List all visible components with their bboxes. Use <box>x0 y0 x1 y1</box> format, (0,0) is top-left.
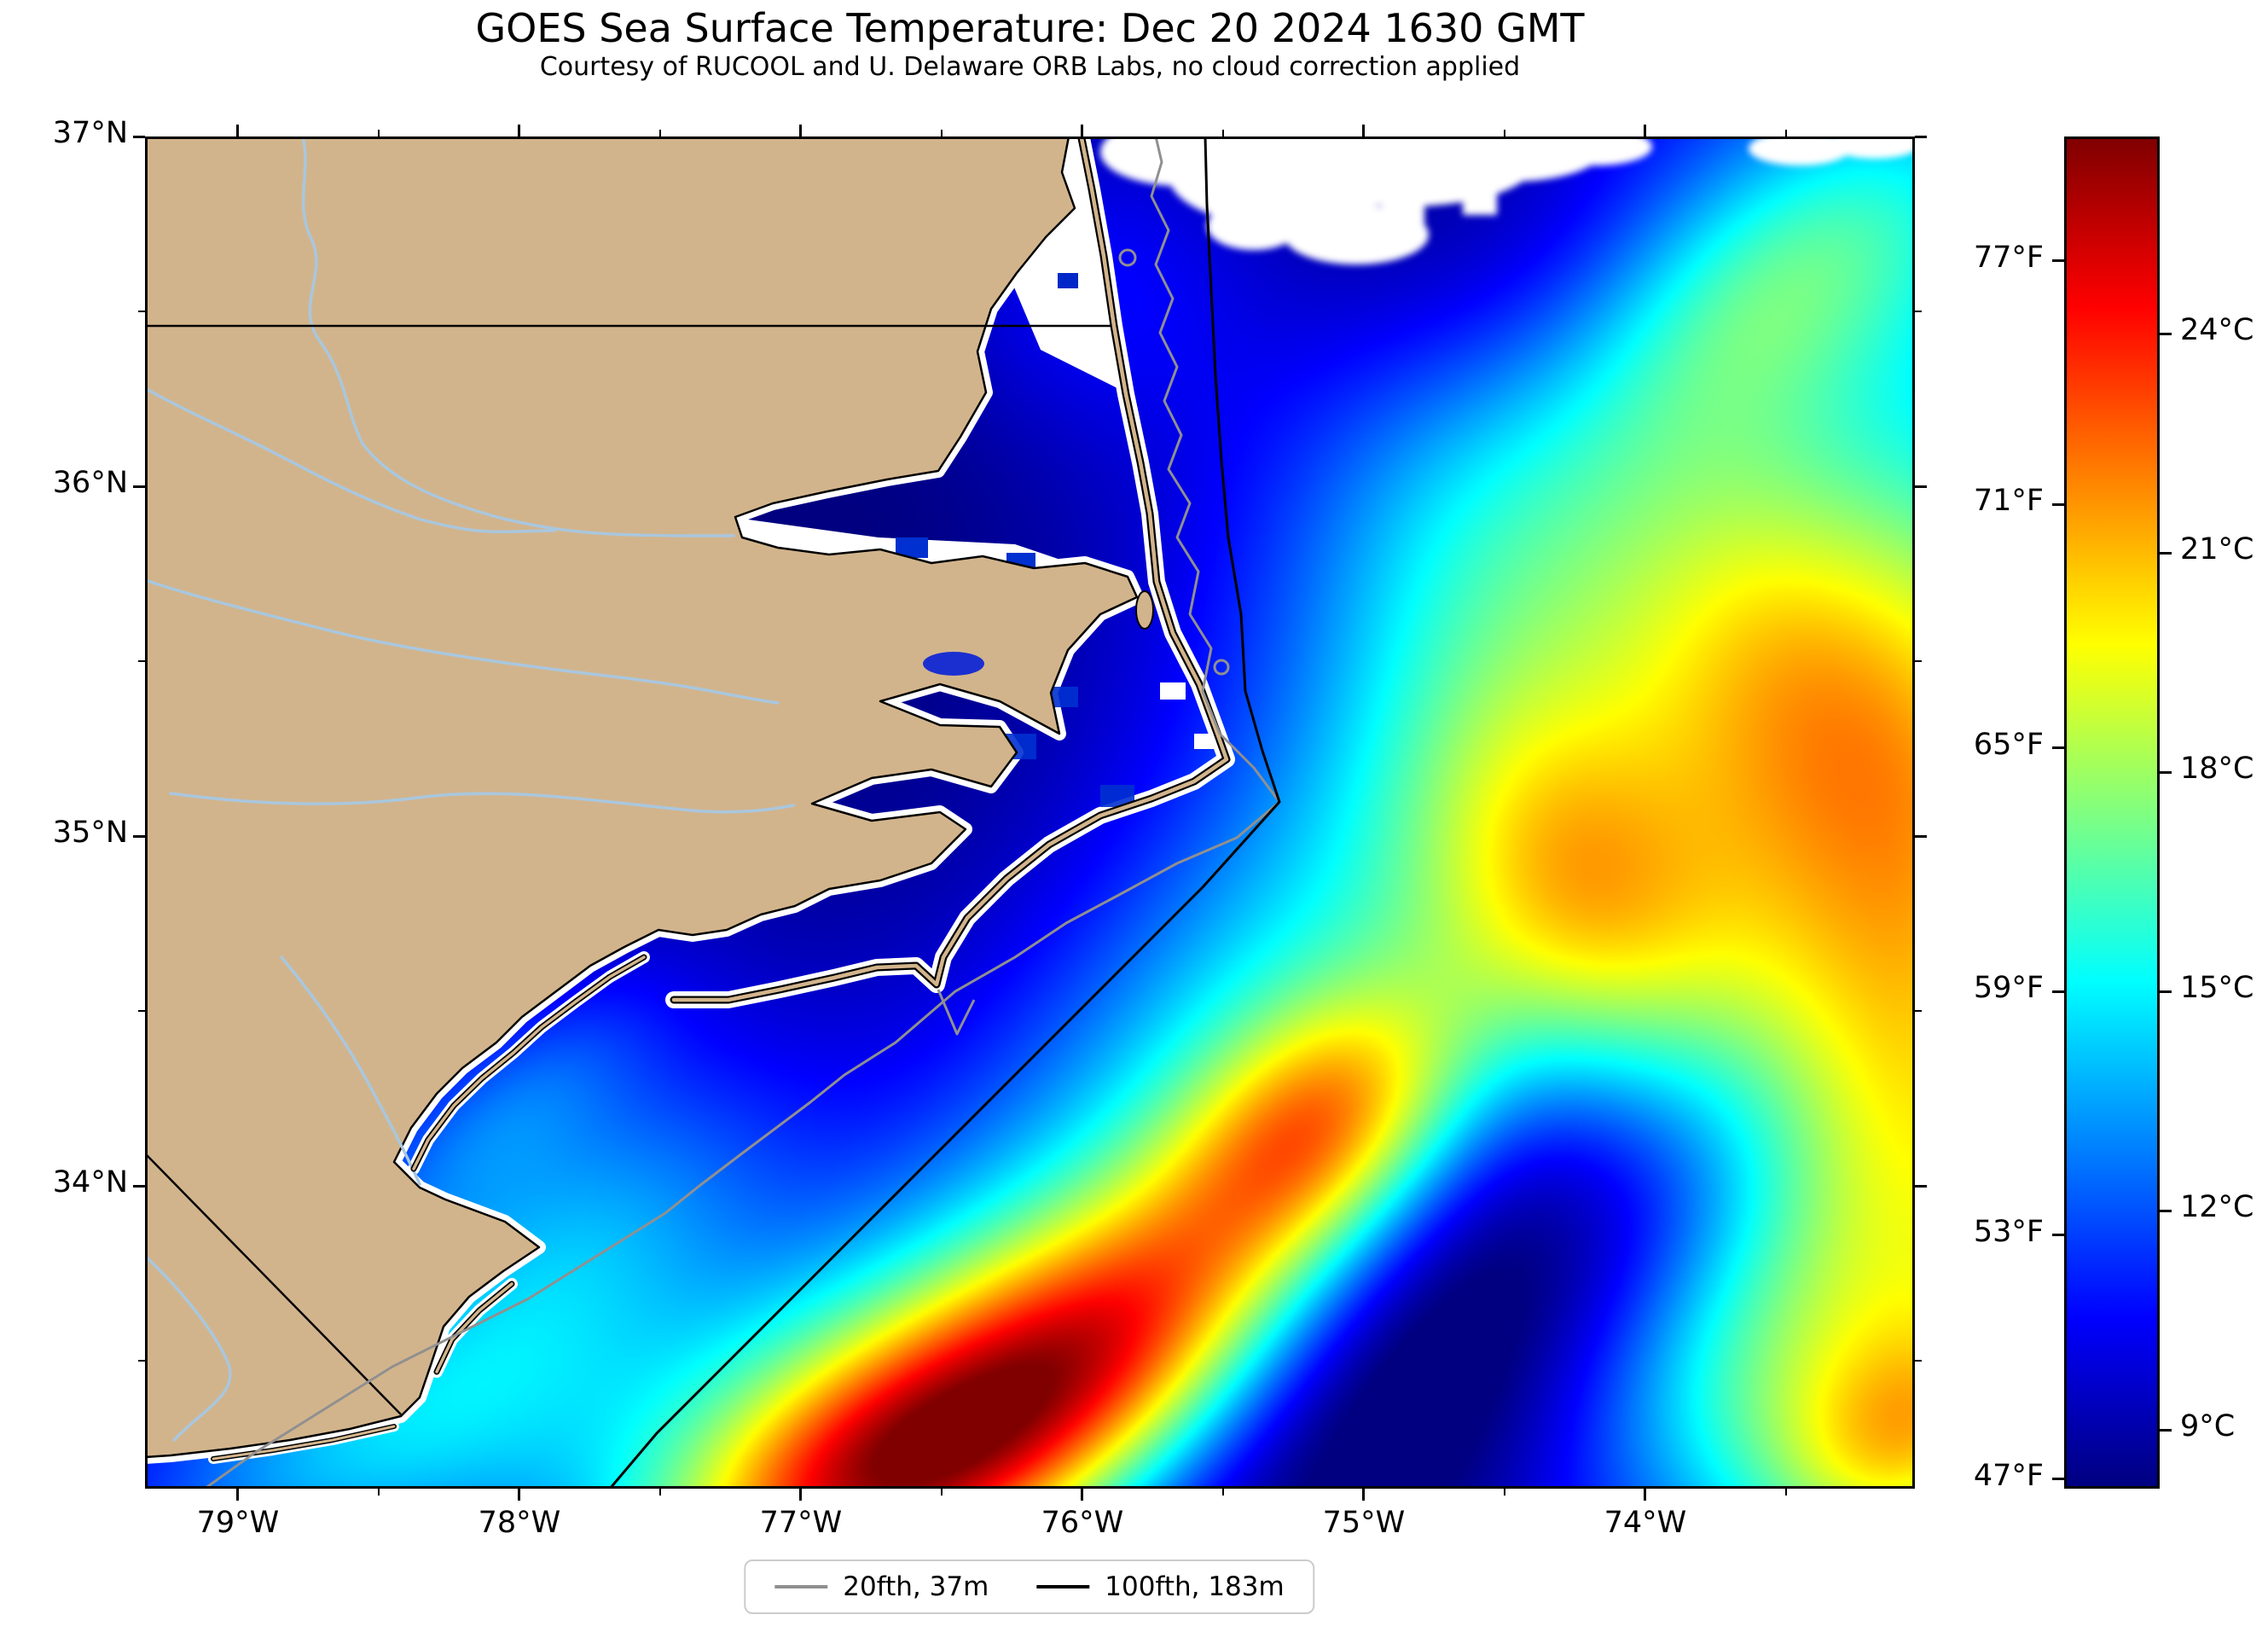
y-minor-tick-left <box>138 660 145 662</box>
colorbar-celsius-label: 18°C <box>2180 752 2254 787</box>
colorbar-celsius-label: 24°C <box>2180 313 2254 348</box>
y-minor-tick-right <box>1915 311 1922 312</box>
x-minor-tick-top <box>377 130 380 136</box>
colorbar-fahrenheit-label: 59°F <box>1973 971 2044 1006</box>
x-tick-label: 79°W <box>196 1506 280 1540</box>
contour-100-fathom <box>608 136 1281 1489</box>
colorbar-celsius-label: 21°C <box>2180 532 2254 567</box>
colorbar-celsius-tick <box>2160 1428 2172 1432</box>
colorbar-fahrenheit-label: 47°F <box>1973 1458 2044 1493</box>
y-major-tick-left <box>133 135 145 138</box>
x-tick-label: 75°W <box>1322 1506 1406 1540</box>
y-major-tick-left <box>133 834 145 838</box>
legend-item-100fth: 100fth, 183m <box>1036 1571 1285 1602</box>
x-minor-tick-bottom <box>940 1489 943 1496</box>
colorbar-celsius-tick <box>2160 990 2172 993</box>
y-major-tick-right <box>1915 135 1927 138</box>
depth-contour-legend: 20fth, 37m 100fth, 183m <box>744 1559 1315 1614</box>
x-tick-label: 78°W <box>478 1506 561 1540</box>
roanoke-island <box>1135 590 1154 630</box>
y-major-tick-left <box>133 1184 145 1188</box>
colorbar-celsius-tick <box>2160 332 2172 335</box>
y-minor-tick-left <box>138 1360 145 1362</box>
x-major-tick-top <box>799 125 803 136</box>
figure-subtitle: Courtesy of RUCOOL and U. Delaware ORB L… <box>539 52 1521 82</box>
x-tick-label: 77°W <box>759 1506 843 1540</box>
legend-item-20fth: 20fth, 37m <box>774 1571 989 1602</box>
rivers <box>145 136 795 1442</box>
contour-20-fathom <box>204 136 1281 1489</box>
lake-mattamuskeet <box>923 652 984 676</box>
x-minor-tick-top <box>1784 130 1787 136</box>
x-tick-label: 74°W <box>1604 1506 1687 1540</box>
x-major-tick-bottom <box>1362 1489 1366 1501</box>
colorbar-fahrenheit-label: 65°F <box>1973 727 2044 762</box>
x-minor-tick-bottom <box>377 1489 380 1496</box>
legend-line-sample <box>1036 1585 1090 1588</box>
y-minor-tick-right <box>1915 1360 1922 1362</box>
barrier-islands <box>211 136 1231 1461</box>
colorbar-celsius-tick <box>2160 551 2172 555</box>
x-major-tick-bottom <box>1644 1489 1647 1501</box>
colorbar-fahrenheit-tick <box>2052 1478 2064 1481</box>
y-tick-label: 35°N <box>52 816 128 850</box>
colorbar-fahrenheit-tick <box>2052 259 2064 263</box>
colorbar-fahrenheit-label: 77°F <box>1973 240 2044 275</box>
y-major-tick-left <box>133 485 145 488</box>
colorbar <box>2064 136 2160 1489</box>
colorbar-celsius-label: 12°C <box>2180 1190 2254 1225</box>
legend-line-sample <box>774 1585 828 1588</box>
x-major-tick-top <box>518 125 521 136</box>
colorbar-fahrenheit-tick <box>2052 502 2064 506</box>
plot-frame <box>145 136 1915 1489</box>
x-minor-tick-top <box>658 130 661 136</box>
colorbar-celsius-label: 15°C <box>2180 971 2254 1006</box>
x-minor-tick-bottom <box>1784 1489 1787 1496</box>
legend-label: 100fth, 183m <box>1105 1571 1285 1602</box>
x-major-tick-top <box>1362 125 1366 136</box>
x-minor-tick-bottom <box>1503 1489 1505 1496</box>
state-border-lines <box>145 324 1114 1415</box>
x-minor-tick-bottom <box>658 1489 661 1496</box>
colorbar-fahrenheit-label: 71°F <box>1973 484 2044 519</box>
colorbar-fahrenheit-label: 53°F <box>1973 1214 2044 1249</box>
page-title: GOES Sea Surface Temperature: Dec 20 202… <box>475 5 1585 51</box>
x-tick-label: 76°W <box>1041 1506 1124 1540</box>
colorbar-fahrenheit-tick <box>2052 990 2064 993</box>
x-minor-tick-top <box>1503 130 1505 136</box>
x-major-tick-top <box>236 125 240 136</box>
map-plot <box>145 136 1915 1489</box>
y-tick-label: 34°N <box>52 1165 128 1199</box>
x-major-tick-bottom <box>799 1489 803 1501</box>
y-major-tick-right <box>1915 1184 1927 1188</box>
map-overlay-svg <box>145 136 1915 1489</box>
x-major-tick-top <box>1644 125 1647 136</box>
x-major-tick-bottom <box>1081 1489 1084 1501</box>
x-major-tick-bottom <box>518 1489 521 1501</box>
y-minor-tick-right <box>1915 1010 1922 1012</box>
y-major-tick-right <box>1915 834 1927 838</box>
y-tick-label: 37°N <box>52 116 128 150</box>
x-major-tick-top <box>1081 125 1084 136</box>
colorbar-gradient <box>2067 139 2157 1486</box>
y-tick-label: 36°N <box>52 466 128 500</box>
x-minor-tick-top <box>940 130 943 136</box>
y-major-tick-right <box>1915 485 1927 488</box>
x-minor-tick-top <box>1221 130 1224 136</box>
colorbar-fahrenheit-tick <box>2052 1234 2064 1237</box>
y-minor-tick-left <box>138 311 145 312</box>
colorbar-celsius-tick <box>2160 1209 2172 1212</box>
legend-label: 20fth, 37m <box>843 1571 989 1602</box>
x-major-tick-bottom <box>236 1489 240 1501</box>
colorbar-celsius-label: 9°C <box>2180 1409 2236 1444</box>
x-minor-tick-bottom <box>1221 1489 1224 1496</box>
y-minor-tick-left <box>138 1010 145 1012</box>
colorbar-fahrenheit-tick <box>2052 746 2064 750</box>
colorbar-celsius-tick <box>2160 770 2172 774</box>
cloud-no-data-region <box>1100 136 1915 264</box>
y-minor-tick-right <box>1915 660 1922 662</box>
